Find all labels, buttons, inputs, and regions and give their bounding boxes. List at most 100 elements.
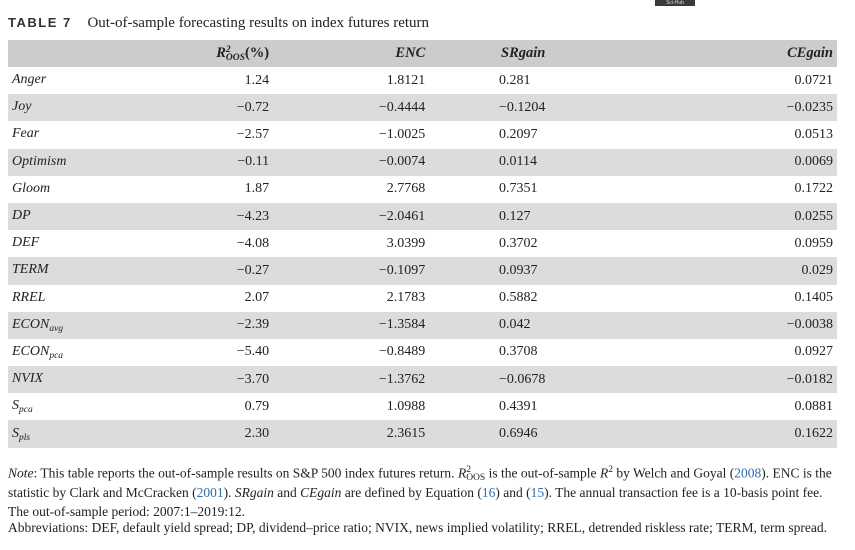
header-srgain: SRgain <box>501 45 546 61</box>
cell-r2oos: −0.11 <box>237 154 270 170</box>
cell-r2oos: −0.72 <box>236 99 270 115</box>
table-row: Gloom 1.87 2.7768 0.7351 0.1722 <box>8 176 837 203</box>
cell-spacer <box>425 393 499 420</box>
cell-enc: 1.8121 <box>386 72 426 88</box>
table-row: Anger 1.24 1.8121 0.281 0.0721 <box>8 67 837 94</box>
table-row: NVIX −3.70 −1.3762 −0.0678 −0.0182 <box>8 366 837 394</box>
cell-srgain: 0.042 <box>499 317 531 333</box>
ref-link-2008[interactable]: 2008 <box>734 465 762 481</box>
cell-spacer <box>425 121 499 148</box>
cell-r2oos: −3.70 <box>236 371 270 387</box>
cell-cegain: 0.1722 <box>794 181 834 197</box>
row-label: Joy <box>12 99 32 115</box>
row-label: ECONavg <box>12 316 64 334</box>
cell-r2oos: −4.23 <box>236 208 270 224</box>
ref-link-2001[interactable]: 2001 <box>196 484 224 500</box>
cell-spacer <box>425 149 499 176</box>
cell-spacer <box>425 339 499 366</box>
cell-srgain: 0.281 <box>499 72 531 88</box>
cell-cegain: 0.0881 <box>794 398 834 414</box>
cell-srgain: 0.2097 <box>499 126 538 142</box>
cell-cegain: 0.0255 <box>794 208 834 224</box>
cell-srgain: 0.6946 <box>499 426 538 442</box>
cell-cegain: −0.0038 <box>786 317 833 333</box>
cell-r2oos: −2.39 <box>236 317 270 333</box>
cell-r2oos: −4.08 <box>236 235 270 251</box>
cell-srgain: −0.0678 <box>499 371 546 387</box>
row-label: RREL <box>12 289 46 305</box>
cell-enc: −1.0025 <box>378 126 426 142</box>
cell-cegain: 0.029 <box>801 262 834 278</box>
cell-enc: −0.8489 <box>378 344 426 360</box>
cell-srgain: 0.7351 <box>499 181 538 197</box>
results-table: R 2 OOS (%) ENC SRgain CEgain Anger 1.24 1.81… <box>8 40 837 448</box>
cell-enc: 1.0988 <box>386 398 426 414</box>
cell-cegain: −0.0182 <box>786 371 833 387</box>
cell-srgain: 0.3702 <box>499 235 538 251</box>
table-row: Spca 0.79 1.0988 0.4391 0.0881 <box>8 393 837 420</box>
table-row: ECONpca −5.40 −0.8489 0.3708 0.0927 <box>8 339 837 366</box>
cell-r2oos: 1.24 <box>244 72 270 88</box>
table-label: TABLE 7 <box>8 15 72 30</box>
cell-spacer <box>425 94 499 121</box>
row-label: DP <box>12 208 31 224</box>
equation-link-16[interactable]: 16 <box>481 484 496 500</box>
cell-r2oos: 2.07 <box>244 290 270 306</box>
abbreviations-note: Abbreviations: DEF, default yield spread… <box>8 520 828 535</box>
table-title: Out-of-sample forecasting results on ind… <box>87 15 430 31</box>
header-r2oos: R 2 OOS (%) <box>216 44 270 63</box>
row-label: Spls <box>12 425 31 443</box>
cell-r2oos: −5.40 <box>236 344 270 360</box>
table-row: ECONavg −2.39 −1.3584 0.042 −0.0038 <box>8 311 837 339</box>
cell-srgain: 0.5882 <box>499 290 538 306</box>
cell-spacer <box>425 312 499 339</box>
cell-spacer <box>425 203 499 230</box>
header-enc: ENC <box>395 45 426 61</box>
table-row: DEF −4.08 3.0399 0.3702 0.0959 <box>8 230 837 257</box>
cell-spacer <box>425 67 499 94</box>
cell-r2oos: −2.57 <box>236 126 270 142</box>
cell-spacer <box>425 285 499 312</box>
row-label: Optimism <box>12 153 67 169</box>
cell-srgain: 0.127 <box>499 208 531 224</box>
table-row: Spls 2.30 2.3615 0.6946 0.1622 <box>8 420 837 448</box>
cell-cegain: 0.1622 <box>794 426 834 442</box>
cell-enc: 3.0399 <box>386 235 426 251</box>
cell-enc: −0.1097 <box>378 262 426 278</box>
table-row: TERM −0.27 −0.1097 0.0937 0.029 <box>8 257 837 285</box>
table-row: Fear −2.57 −1.0025 0.2097 0.0513 <box>8 121 837 148</box>
cell-enc: 2.7768 <box>386 181 426 197</box>
header-cegain: CEgain <box>787 45 833 61</box>
cell-srgain: 0.4391 <box>499 398 538 414</box>
row-label: TERM <box>12 262 49 278</box>
cell-cegain: 0.0959 <box>794 235 834 251</box>
table-row: Optimism −0.11 −0.0074 0.0114 0.0069 <box>8 148 837 176</box>
row-label: Anger <box>12 72 47 88</box>
cell-cegain: 0.1405 <box>794 290 834 306</box>
equation-link-15[interactable]: 15 <box>530 484 545 500</box>
row-label: DEF <box>12 235 40 251</box>
cell-spacer <box>425 420 499 447</box>
source-badge: Sci-Hub <box>655 0 695 6</box>
cell-srgain: 0.0937 <box>499 262 538 278</box>
cell-cegain: 0.0069 <box>794 154 834 170</box>
cell-r2oos: 2.30 <box>244 426 270 442</box>
cell-srgain: 0.0114 <box>499 154 537 170</box>
cell-enc: −1.3762 <box>378 371 426 387</box>
table-row: RREL 2.07 2.1783 0.5882 0.1405 <box>8 285 837 312</box>
cell-enc: −1.3584 <box>378 317 426 333</box>
row-label: Fear <box>12 126 40 142</box>
table-row: DP −4.23 −2.0461 0.127 0.0255 <box>8 202 837 231</box>
cell-r2oos: 1.87 <box>244 181 270 197</box>
cell-enc: −0.0074 <box>378 154 426 170</box>
table-note: Note: This table reports the out-of-samp… <box>8 465 832 519</box>
table-header-row: R 2 OOS (%) ENC SRgain CEgain <box>8 40 837 67</box>
header-spacer <box>425 40 499 67</box>
cell-cegain: 0.0927 <box>794 344 834 360</box>
cell-cegain: 0.0513 <box>794 126 834 142</box>
table-caption: TABLE 7 Out-of-sample forecasting result… <box>8 15 429 32</box>
cell-spacer <box>425 230 499 257</box>
cell-srgain: 0.3708 <box>499 344 538 360</box>
cell-enc: −2.0461 <box>378 208 426 224</box>
cell-spacer <box>425 257 499 284</box>
